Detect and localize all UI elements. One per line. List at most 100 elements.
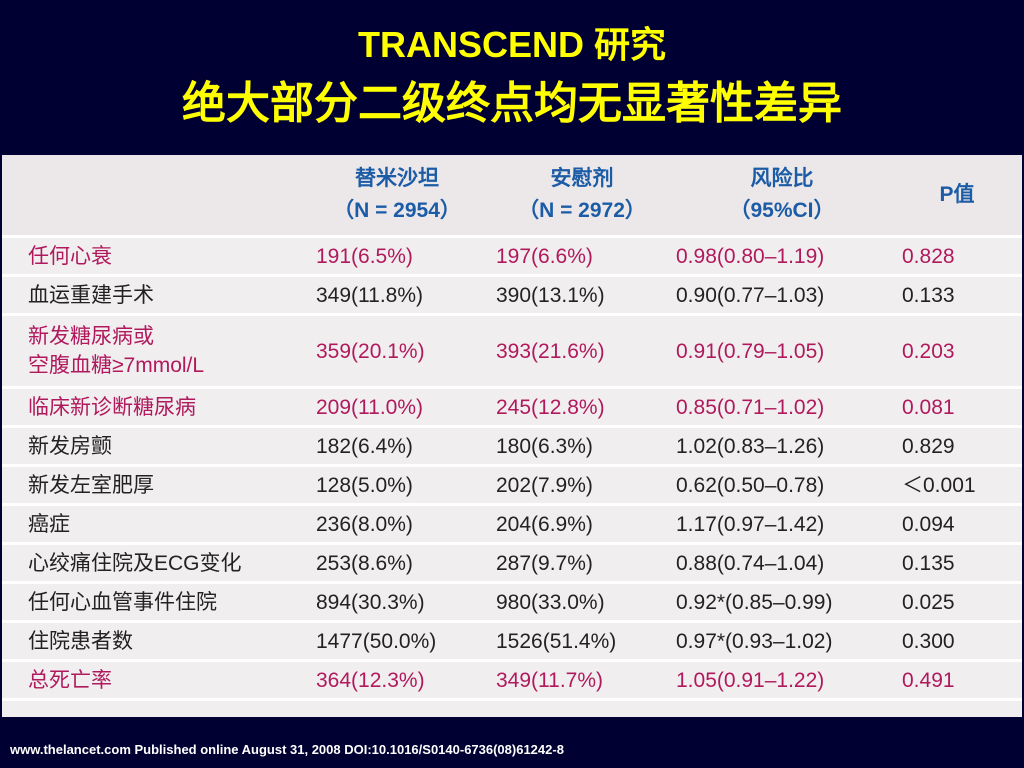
cell-text: 364(12.3%) (316, 668, 425, 692)
cell-text: 209(11.0%) (316, 395, 424, 419)
cell-text: 0.203 (902, 339, 955, 363)
header-label: 风险比 (750, 167, 814, 190)
hazard-ratio-cell: 1.02(0.83–1.26) (672, 426, 892, 467)
cell-text: 住院患者数 (28, 629, 133, 653)
cell-text: 894(30.3%) (316, 590, 425, 614)
endpoint-cell: 任何心衰 (2, 236, 302, 277)
cell-text: 0.133 (902, 283, 955, 307)
table-row: 任何心衰 191(6.5%) 197(6.6%) 0.98(0.80–1.19) 0.8… (2, 236, 1022, 277)
header-sub: （N = 2972） (518, 199, 646, 222)
cell-text: 新发左室肥厚 (28, 473, 154, 497)
cell-text: 0.829 (902, 434, 955, 458)
header-label: 替米沙坦 (355, 167, 439, 190)
endpoint-cell: 任何心血管事件住院 (2, 582, 302, 623)
placebo-cell: 287(9.7%) (492, 543, 672, 584)
p-value-cell: 0.094 (892, 504, 1022, 545)
cell-text: 253(8.6%) (316, 551, 413, 575)
telmisartan-cell: 191(6.5%) (302, 236, 492, 277)
hazard-ratio-cell: 0.85(0.71–1.02) (672, 387, 892, 428)
cell-text: 0.88(0.74–1.04) (676, 551, 825, 575)
title-area: TRANSCEND 研究 绝大部分二级终点均无显著性差异 (0, 0, 1024, 152)
header-sub: （95%CI） (729, 199, 835, 222)
telmisartan-cell: 236(8.0%) (302, 504, 492, 545)
telmisartan-cell: 209(11.0%) (302, 387, 492, 428)
slide-title: TRANSCEND 研究 (357, 24, 666, 65)
p-value-cell: 0.829 (892, 426, 1022, 467)
cell-text: 393(21.6%) (496, 339, 605, 363)
cell-text: 245(12.8%) (496, 395, 605, 419)
telmisartan-cell: 182(6.4%) (302, 426, 492, 467)
telmisartan-cell: 128(5.0%) (302, 465, 492, 506)
cell-text: 0.081 (902, 395, 955, 419)
cell-text: 197(6.6%) (496, 244, 593, 268)
hazard-ratio-cell: 0.98(0.80–1.19) (672, 236, 892, 277)
cell-text: 新发房颤 (28, 434, 112, 458)
cell-text: 1.02(0.83–1.26) (676, 434, 825, 458)
p-value-cell: 0.203 (892, 314, 1022, 389)
cell-text: 202(7.9%) (496, 473, 593, 497)
p-value-cell: 0.135 (892, 543, 1022, 584)
p-value-cell: 0.133 (892, 275, 1022, 316)
hazard-ratio-cell: 1.17(0.97–1.42) (672, 504, 892, 545)
cell-text: 0.90(0.77–1.03) (676, 283, 825, 307)
cell-text: 128(5.0%) (316, 473, 413, 497)
cell-text: 0.300 (902, 629, 955, 653)
table-row: 新发糖尿病或空腹血糖≥7mmol/L 359(20.1%) 393(21.6%) 0.… (2, 314, 1022, 389)
telmisartan-cell: 894(30.3%) (302, 582, 492, 623)
cell-text: 空腹血糖≥7mmol/L (28, 354, 205, 377)
p-value-cell: 0.300 (892, 621, 1022, 662)
telmisartan-cell: 1477(50.0%) (302, 621, 492, 662)
cell-text: 390(13.1%) (496, 283, 605, 307)
citation-footer: www.thelancet.com Published online Augus… (10, 742, 564, 757)
header-endpoint (2, 155, 302, 238)
header-hazard-ratio: 风险比 （95%CI） (672, 155, 892, 238)
table-row: 新发房颤 182(6.4%) 180(6.3%) 1.02(0.83–1.26) 0.8… (2, 426, 1022, 467)
telmisartan-cell: 253(8.6%) (302, 543, 492, 584)
cell-text: 0.85(0.71–1.02) (676, 395, 825, 419)
cell-text: 0.094 (902, 512, 955, 536)
cell-text: 新发糖尿病或 (28, 325, 154, 348)
table-row: 心绞痛住院及ECG变化 253(8.6%) 287(9.7%) 0.88(0.74–1… (2, 543, 1022, 584)
endpoint-cell: 新发左室肥厚 (2, 465, 302, 506)
cell-text: 980(33.0%) (496, 590, 605, 614)
table-row: 新发左室肥厚 128(5.0%) 202(7.9%) 0.62(0.50–0.78) ＜… (2, 465, 1022, 506)
header-placebo: 安慰剂 （N = 2972） (492, 155, 672, 238)
cell-text: 0.92*(0.85–0.99) (676, 590, 833, 614)
cell-text: 0.62(0.50–0.78) (676, 473, 825, 497)
cell-text: 204(6.9%) (496, 512, 593, 536)
table-row: 临床新诊断糖尿病 209(11.0%) 245(12.8%) 0.85(0.71–1.… (2, 387, 1022, 428)
cell-text: 1477(50.0%) (316, 629, 437, 653)
cell-text: 0.97*(0.93–1.02) (676, 629, 833, 653)
cell-text: 359(20.1%) (316, 339, 425, 363)
cell-text: 血运重建手术 (28, 283, 154, 307)
cell-text: 182(6.4%) (316, 434, 413, 458)
telmisartan-cell: 359(20.1%) (302, 314, 492, 389)
endpoint-cell: 癌症 (2, 504, 302, 545)
table-row: 总死亡率 364(12.3%) 349(11.7%) 1.05(0.91–1.22) 0… (2, 660, 1022, 701)
endpoint-cell: 新发糖尿病或空腹血糖≥7mmol/L (2, 314, 302, 389)
hazard-ratio-cell: 0.92*(0.85–0.99) (672, 582, 892, 623)
cell-text: 236(8.0%) (316, 512, 413, 536)
header-label: P值 (939, 183, 975, 206)
cell-text: 任何心血管事件住院 (28, 590, 217, 614)
endpoint-cell: 总死亡率 (2, 660, 302, 701)
results-table-container: 替米沙坦 （N = 2954） 安慰剂 （N = 2972） 风险比 （95%C… (2, 155, 1022, 717)
hazard-ratio-cell: 0.88(0.74–1.04) (672, 543, 892, 584)
cell-text: 心绞痛住院及ECG变化 (28, 551, 242, 575)
cell-text: 1.05(0.91–1.22) (676, 668, 825, 692)
cell-text: 0.91(0.79–1.05) (676, 339, 825, 363)
hazard-ratio-cell: 0.90(0.77–1.03) (672, 275, 892, 316)
telmisartan-cell: 364(12.3%) (302, 660, 492, 701)
p-value-cell: 0.025 (892, 582, 1022, 623)
cell-text: 191(6.5%) (316, 244, 413, 268)
hazard-ratio-cell: 0.91(0.79–1.05) (672, 314, 892, 389)
table-row: 癌症 236(8.0%) 204(6.9%) 1.17(0.97–1.42) 0.094 (2, 504, 1022, 545)
p-value-cell: 0.828 (892, 236, 1022, 277)
header-label: 安慰剂 (550, 167, 614, 190)
placebo-cell: 1526(51.4%) (492, 621, 672, 662)
endpoint-cell: 住院患者数 (2, 621, 302, 662)
p-value-cell: ＜0.001 (892, 465, 1022, 506)
endpoint-cell: 临床新诊断糖尿病 (2, 387, 302, 428)
p-value-cell: 0.491 (892, 660, 1022, 701)
cell-text: 总死亡率 (28, 668, 112, 692)
